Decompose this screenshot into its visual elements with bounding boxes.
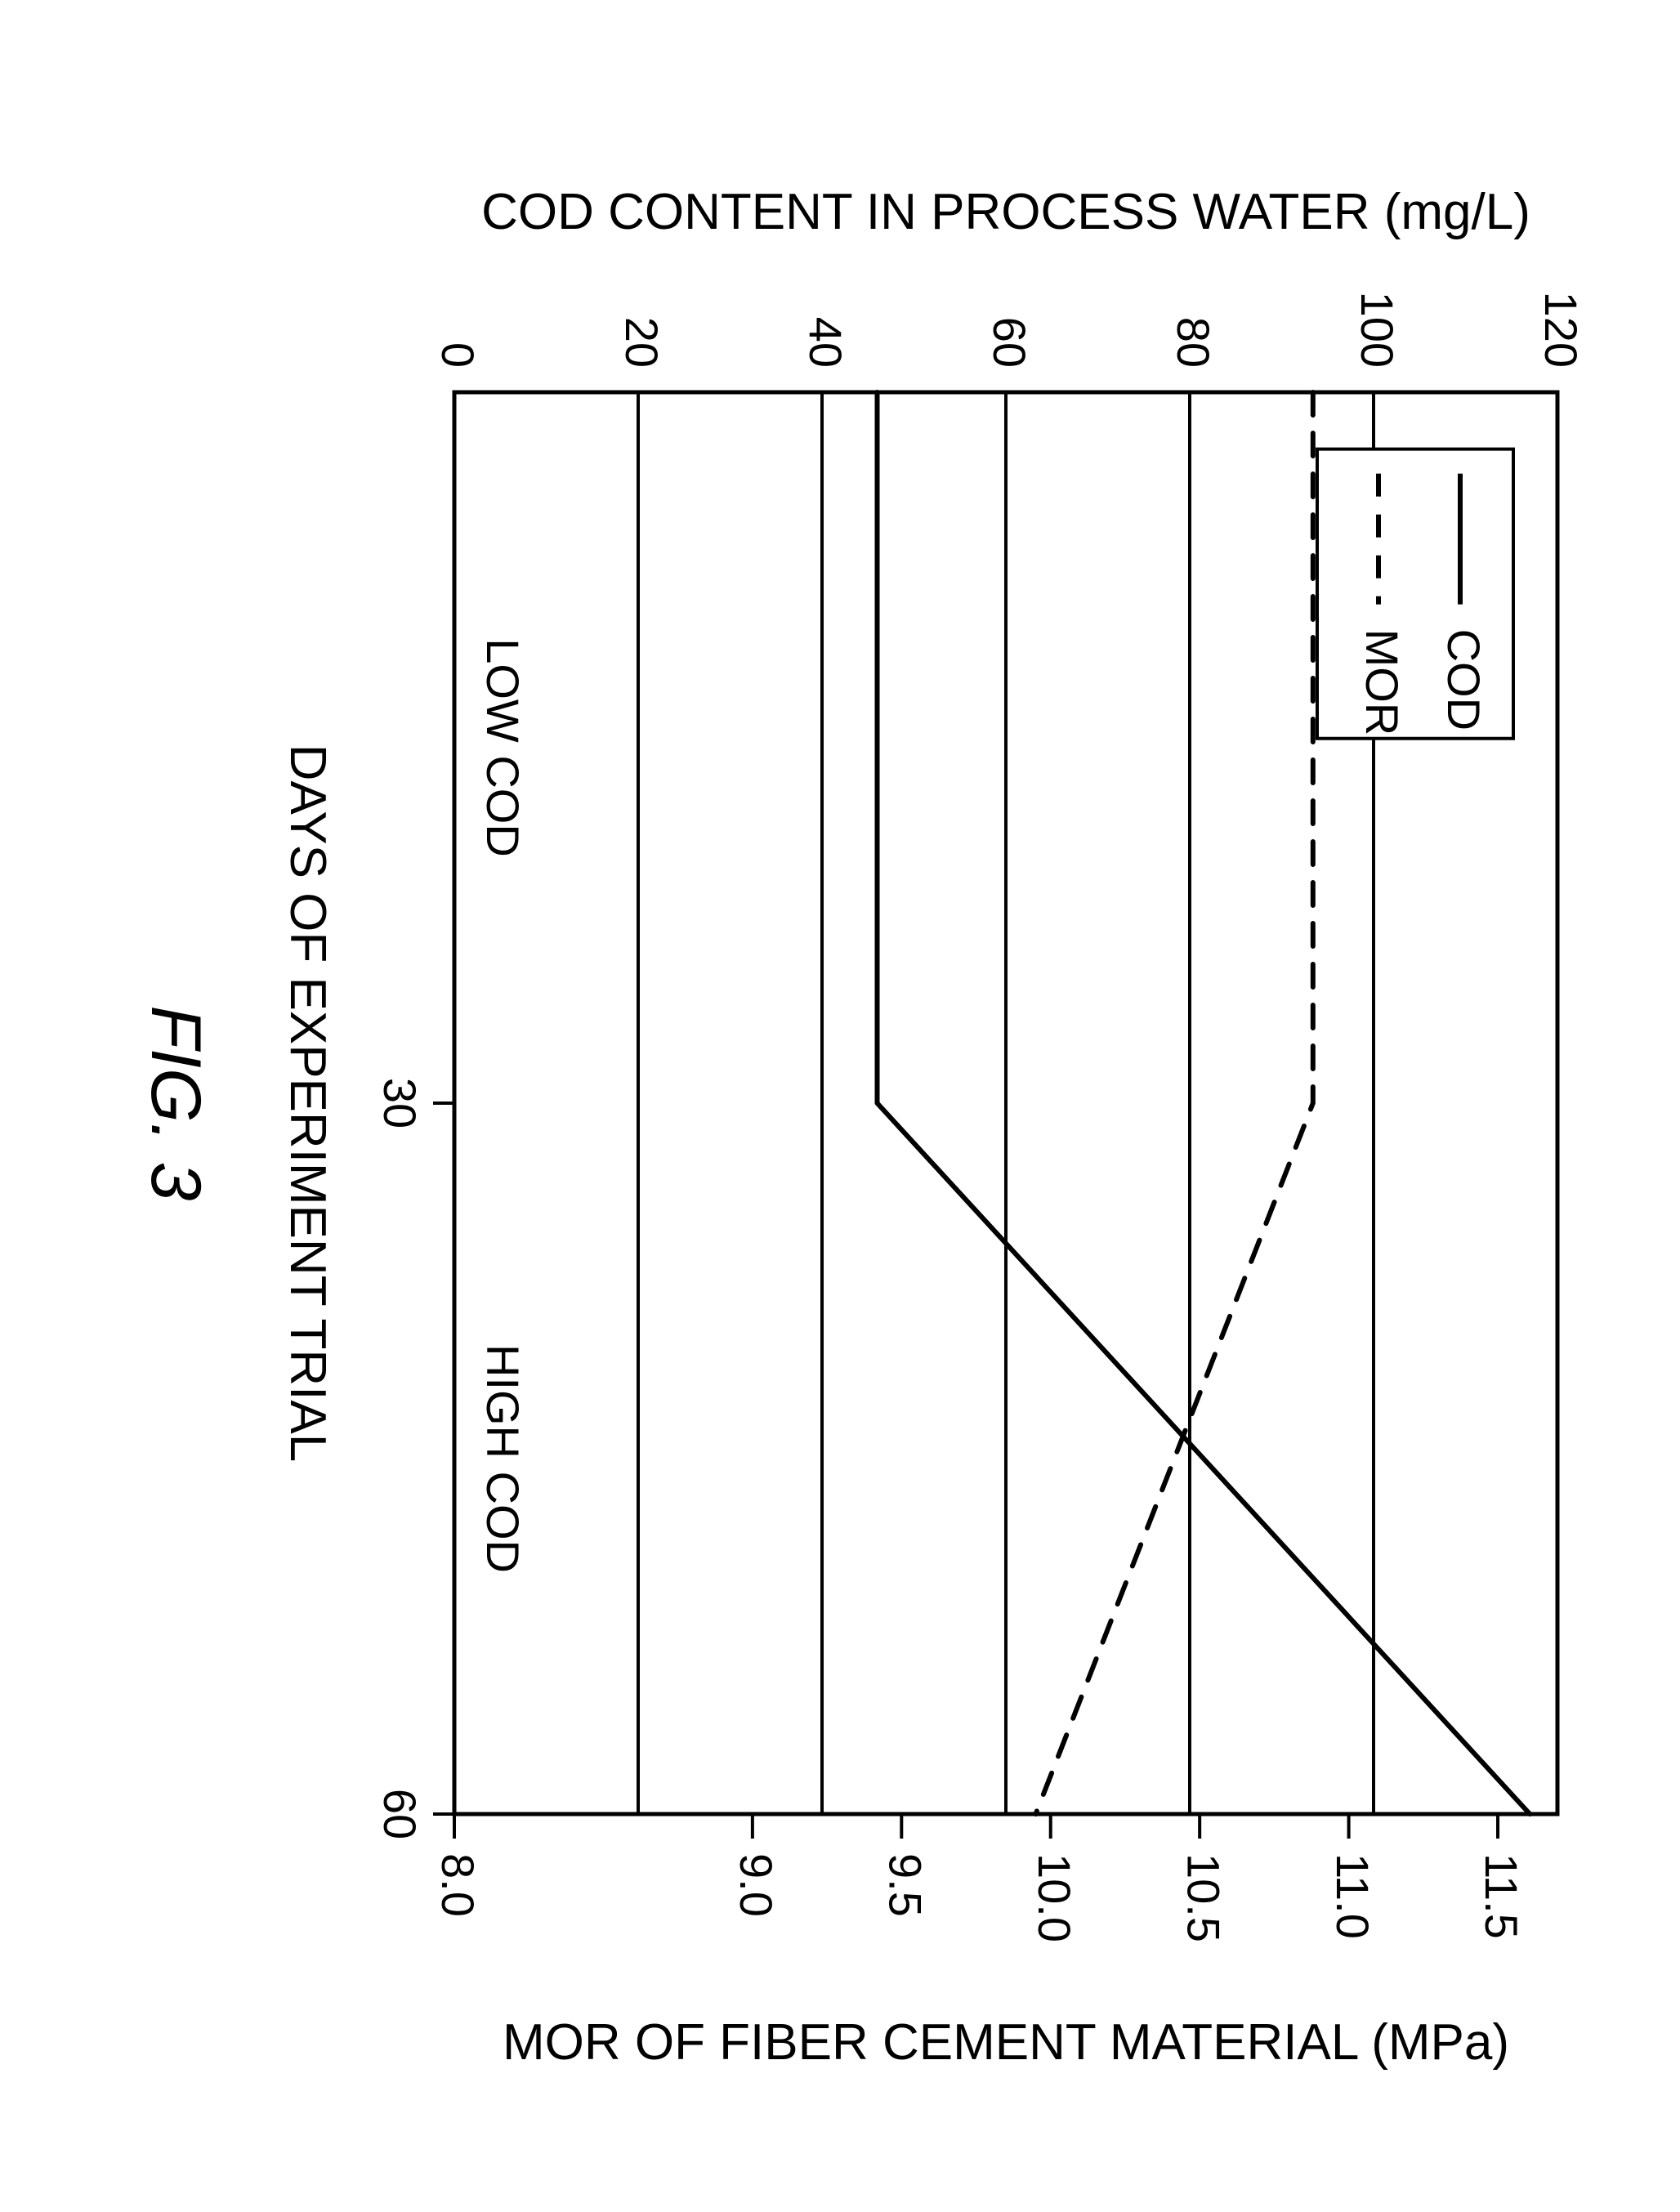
y-left-tick-label: 60 (984, 317, 1035, 368)
rotated-chart-container: 0 20 40 60 80 100 120 8.0 9.0 9.5 10.0 10.5 11.0 11.5… (0, 0, 1680, 2212)
y-left-tick-label: 100 (1352, 292, 1403, 368)
y-right-tick-label: 8.0 (432, 1853, 484, 1917)
figure-label: FIG. 3 (136, 1006, 215, 1201)
x-tick-label: 30 (374, 1078, 426, 1128)
legend-label: MOR (1356, 629, 1408, 736)
x-tick-label: 60 (374, 1789, 426, 1839)
y-right-tick-label: 10.0 (1029, 1853, 1080, 1942)
y-left-tick-label: 120 (1535, 292, 1587, 368)
region-label: LOW COD (477, 638, 529, 857)
legend-label: COD (1438, 629, 1490, 731)
y-right-tick-label: 11.0 (1327, 1853, 1378, 1939)
y-right-axis-label: MOR OF FIBER CEMENT MATERIAL (MPa) (503, 2014, 1509, 2071)
y-left-tick-label: 0 (432, 342, 484, 368)
y-left-axis-label: COD CONTENT IN PROCESS WATER (mg/L) (481, 184, 1530, 240)
y-left-tick-label: 20 (616, 317, 668, 368)
y-left-tick-label: 40 (800, 317, 851, 368)
y-right-tick-label: 9.5 (880, 1853, 932, 1917)
y-right-tick-label: 11.5 (1476, 1853, 1527, 1939)
y-left-tick-label: 80 (1168, 317, 1219, 368)
y-right-tick-label: 9.0 (731, 1853, 782, 1917)
region-label: HIGH COD (477, 1344, 529, 1573)
chart-svg: 0 20 40 60 80 100 120 8.0 9.0 9.5 10.0 10.5 11.0 11.5… (0, 0, 1680, 2212)
y-right-tick-label: 10.5 (1177, 1853, 1229, 1942)
page-stage: 0 20 40 60 80 100 120 8.0 9.0 9.5 10.0 10.5 11.0 11.5… (0, 0, 1680, 2212)
x-axis-label: DAYS OF EXPERIMENT TRIAL (279, 744, 336, 1463)
